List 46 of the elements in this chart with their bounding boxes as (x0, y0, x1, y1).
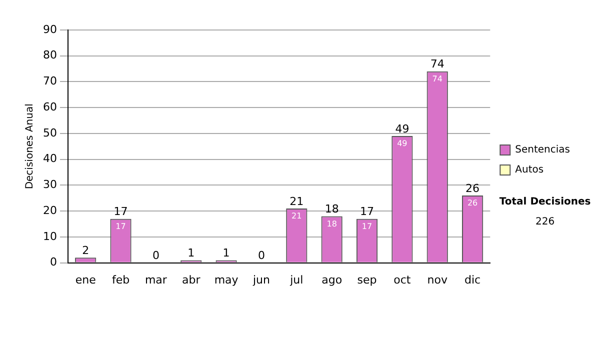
x-tick-label: feb (112, 273, 130, 286)
x-tick-label: may (214, 273, 239, 286)
data-label: 21 (292, 212, 302, 221)
y-tick-label: 90 (42, 22, 57, 36)
total-label: 2 (82, 244, 90, 257)
total-label: 1 (188, 246, 195, 260)
x-tick-label: nov (427, 273, 448, 286)
x-tick-label: mar (144, 273, 168, 286)
total-label: 17 (114, 205, 128, 218)
legend-label: Autos (515, 164, 544, 176)
y-tick-label: 30 (42, 178, 57, 192)
legend-label: Sentencias (515, 144, 570, 156)
y-tick-label: 50 (42, 126, 57, 140)
data-label: 26 (467, 198, 478, 208)
total-label: 18 (324, 202, 339, 216)
text: 226 (536, 216, 555, 228)
total-label: 0 (152, 249, 160, 262)
data-label: 17 (362, 222, 372, 231)
text: Total Decisiones (499, 196, 591, 208)
y-tick-label: 80 (42, 48, 57, 62)
total-label: 74 (430, 58, 444, 71)
y-tick-label: 60 (42, 100, 57, 114)
y-tick-label: 0 (50, 256, 57, 269)
y-axis-title: Decisiones Anual (24, 104, 36, 190)
x-tick-label: ene (75, 273, 96, 286)
y-tick-label: 70 (42, 74, 57, 88)
y-tick-label: 20 (42, 204, 57, 217)
x-tick-label: jun (252, 273, 270, 286)
x-tick-label: oct (394, 273, 412, 286)
y-tick-label: 40 (42, 152, 57, 166)
x-tick-label: abr (182, 273, 201, 286)
total-label: 26 (466, 182, 480, 195)
x-tick-label: jul (289, 273, 304, 286)
total-label: 0 (258, 249, 265, 262)
total-label: 1 (222, 246, 230, 260)
data-label: 49 (397, 139, 408, 148)
y-tick-label: 10 (42, 230, 57, 243)
total-label: 21 (290, 194, 304, 208)
data-label: 18 (326, 219, 337, 228)
data-label: 17 (116, 222, 126, 231)
data-label: 74 (432, 74, 442, 84)
x-tick-label: dic (464, 273, 481, 286)
x-tick-label: ago (322, 273, 342, 286)
total-label: 17 (360, 205, 374, 218)
x-tick-label: sep (357, 273, 377, 286)
total-label: 49 (395, 122, 410, 136)
